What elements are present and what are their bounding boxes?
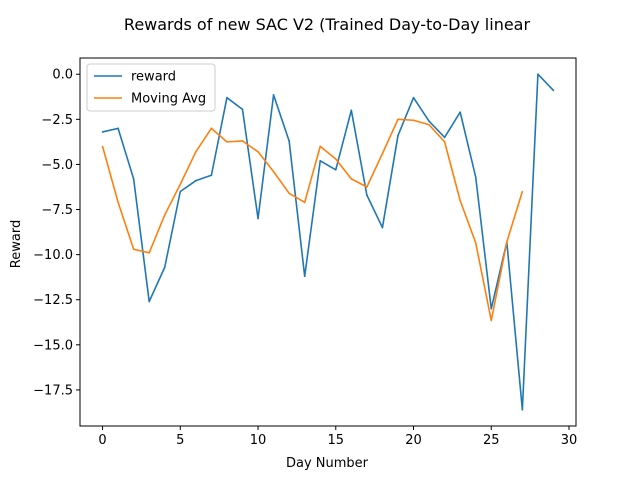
data-point (319, 160, 322, 162)
data-point (443, 136, 446, 139)
data-point (195, 179, 197, 182)
data-point (412, 119, 415, 122)
data-point (397, 118, 399, 121)
y-tick-label: −7.5 (41, 203, 73, 218)
x-axis-ticks: 0 5 10 15 20 25 30 (98, 426, 577, 448)
series-layer (101, 73, 555, 411)
x-tick-label: 25 (483, 433, 500, 448)
chart-title: Rewards of new SAC V2 (Trained Day-to-Da… (124, 15, 531, 34)
y-axis-label: Reward (9, 220, 24, 268)
data-point (506, 241, 508, 243)
series-line-moving-avg (101, 118, 524, 322)
legend-entry: reward (131, 70, 176, 85)
data-point (210, 174, 213, 177)
data-point (132, 248, 135, 251)
data-point (412, 96, 415, 99)
data-point (288, 192, 290, 195)
data-point (350, 109, 353, 112)
series-line-reward (102, 73, 555, 411)
data-point (366, 186, 368, 188)
data-point (272, 94, 275, 96)
data-point (490, 307, 493, 310)
data-point (521, 408, 524, 411)
x-tick-label: 0 (98, 433, 106, 448)
data-point (366, 194, 368, 196)
data-point (537, 73, 539, 76)
data-point (226, 141, 228, 143)
data-point (521, 190, 524, 193)
legend-entry: Moving Avg (131, 92, 206, 107)
data-point (397, 134, 399, 137)
data-point (148, 252, 150, 254)
x-tick-label: 10 (250, 433, 267, 448)
data-point (241, 108, 244, 111)
y-tick-label: −5.0 (41, 158, 73, 173)
plot-area (79, 57, 577, 427)
data-point (303, 275, 306, 278)
data-point (226, 96, 228, 99)
data-point (459, 111, 461, 113)
y-axis-ticks: 0.0 −2.5 −5.0 −7.5 −10.0 −12.5 −15.0 −17.5 (33, 68, 80, 398)
data-point (272, 170, 275, 173)
data-point (101, 145, 104, 148)
x-tick-label: 20 (405, 433, 422, 448)
data-point (117, 201, 119, 204)
data-point (350, 178, 353, 180)
data-point (241, 140, 244, 142)
x-axis-label: Day Number (286, 456, 369, 471)
data-point (179, 190, 182, 193)
data-point (257, 151, 259, 153)
data-point (334, 158, 337, 160)
x-tick-label: 30 (561, 433, 578, 448)
y-tick-label: −15.0 (33, 338, 73, 353)
data-point (132, 178, 135, 180)
data-point (101, 131, 104, 133)
data-point (474, 242, 477, 244)
data-point (319, 145, 322, 148)
y-tick-label: −10.0 (33, 248, 73, 263)
data-point (443, 141, 446, 143)
data-point (490, 319, 493, 322)
data-point (210, 127, 213, 130)
data-point (163, 214, 166, 216)
y-tick-label: −2.5 (41, 113, 73, 128)
x-tick-label: 5 (176, 433, 184, 448)
data-point (381, 226, 384, 229)
data-point (459, 199, 461, 202)
data-point (381, 152, 384, 155)
data-point (163, 266, 166, 269)
data-point (334, 169, 337, 171)
data-point (257, 217, 259, 220)
data-point (148, 300, 150, 303)
y-tick-label: 0.0 (52, 68, 73, 83)
data-point (303, 201, 306, 204)
data-point (117, 127, 119, 130)
plot-frame (79, 57, 577, 427)
data-point (195, 151, 197, 153)
x-tick-label: 15 (328, 433, 345, 448)
data-point (428, 123, 430, 126)
data-point (552, 89, 555, 92)
data-point (179, 183, 182, 186)
legend: reward Moving Avg (86, 63, 216, 112)
y-tick-label: −17.5 (33, 383, 73, 398)
y-tick-label: −12.5 (33, 293, 73, 308)
data-point (288, 140, 290, 142)
data-point (474, 176, 477, 178)
data-point (428, 120, 430, 122)
